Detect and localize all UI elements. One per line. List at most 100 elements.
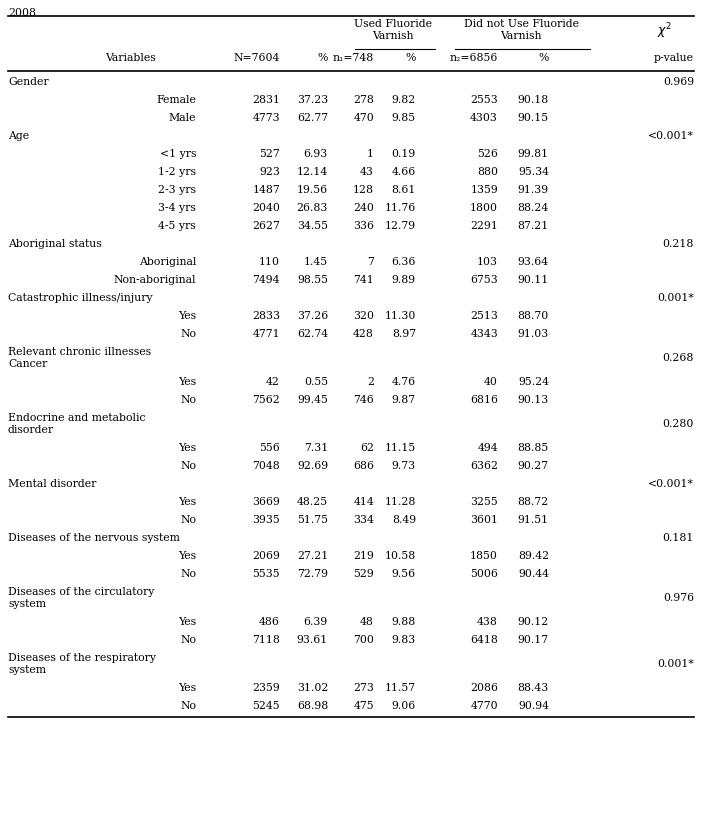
Text: 11.30: 11.30 [385,311,416,321]
Text: 2291: 2291 [470,221,498,231]
Text: 91.03: 91.03 [518,329,549,339]
Text: 128: 128 [353,185,374,195]
Text: 4.76: 4.76 [392,377,416,387]
Text: 90.17: 90.17 [518,635,549,645]
Text: Yes: Yes [178,443,196,453]
Text: Yes: Yes [178,551,196,561]
Text: 95.34: 95.34 [518,167,549,177]
Text: 90.13: 90.13 [518,395,549,405]
Text: 700: 700 [353,635,374,645]
Text: 6753: 6753 [470,275,498,285]
Text: Yes: Yes [178,683,196,693]
Text: Used Fluoride
Varnish: Used Fluoride Varnish [354,19,432,42]
Text: <1 yrs: <1 yrs [159,149,196,159]
Text: Aboriginal: Aboriginal [138,257,196,267]
Text: 19.56: 19.56 [297,185,328,195]
Text: 4770: 4770 [470,701,498,711]
Text: Yes: Yes [178,617,196,627]
Text: 526: 526 [477,149,498,159]
Text: 8.61: 8.61 [392,185,416,195]
Text: 72.79: 72.79 [297,569,328,579]
Text: 1487: 1487 [252,185,280,195]
Text: 8.49: 8.49 [392,515,416,525]
Text: 219: 219 [353,551,374,561]
Text: 7: 7 [367,257,374,267]
Text: 12.79: 12.79 [385,221,416,231]
Text: No: No [180,635,196,645]
Text: 12.14: 12.14 [297,167,328,177]
Text: 92.69: 92.69 [297,461,328,471]
Text: 746: 746 [353,395,374,405]
Text: 5245: 5245 [253,701,280,711]
Text: 91.51: 91.51 [518,515,549,525]
Text: 11.28: 11.28 [385,497,416,507]
Text: 9.73: 9.73 [392,461,416,471]
Text: 90.27: 90.27 [518,461,549,471]
Text: 470: 470 [353,113,374,123]
Text: 88.70: 88.70 [518,311,549,321]
Text: Aboriginal status: Aboriginal status [8,239,102,249]
Text: 1.45: 1.45 [304,257,328,267]
Text: 0.268: 0.268 [663,353,694,363]
Text: 4.66: 4.66 [392,167,416,177]
Text: Yes: Yes [178,311,196,321]
Text: %: % [538,53,549,63]
Text: 4773: 4773 [253,113,280,123]
Text: 2040: 2040 [252,203,280,213]
Text: 0.19: 0.19 [392,149,416,159]
Text: 1850: 1850 [470,551,498,561]
Text: 62.74: 62.74 [297,329,328,339]
Text: 7048: 7048 [252,461,280,471]
Text: 42: 42 [266,377,280,387]
Text: 62.77: 62.77 [297,113,328,123]
Text: 7562: 7562 [252,395,280,405]
Text: 529: 529 [353,569,374,579]
Text: 0.001*: 0.001* [657,659,694,669]
Text: N=7604: N=7604 [234,53,280,63]
Text: 11.76: 11.76 [385,203,416,213]
Text: No: No [180,701,196,711]
Text: 27.21: 27.21 [297,551,328,561]
Text: 9.56: 9.56 [392,569,416,579]
Text: n₂=6856: n₂=6856 [449,53,498,63]
Text: p-value: p-value [654,53,694,63]
Text: Endocrine and metabolic
disorder: Endocrine and metabolic disorder [8,413,145,435]
Text: Diseases of the respiratory
system: Diseases of the respiratory system [8,653,156,675]
Text: 110: 110 [259,257,280,267]
Text: 240: 240 [353,203,374,213]
Text: 99.45: 99.45 [297,395,328,405]
Text: 88.43: 88.43 [518,683,549,693]
Text: 37.26: 37.26 [297,311,328,321]
Text: 93.61: 93.61 [297,635,328,645]
Text: 2833: 2833 [252,311,280,321]
Text: <0.001*: <0.001* [648,479,694,489]
Text: 2831: 2831 [252,95,280,105]
Text: 40: 40 [484,377,498,387]
Text: 9.89: 9.89 [392,275,416,285]
Text: 26.83: 26.83 [297,203,328,213]
Text: 87.21: 87.21 [518,221,549,231]
Text: 5006: 5006 [470,569,498,579]
Text: 2-3 yrs: 2-3 yrs [158,185,196,195]
Text: 103: 103 [477,257,498,267]
Text: 6.39: 6.39 [304,617,328,627]
Text: 6362: 6362 [470,461,498,471]
Text: 475: 475 [353,701,374,711]
Text: 4-5 yrs: 4-5 yrs [158,221,196,231]
Text: No: No [180,461,196,471]
Text: 9.85: 9.85 [392,113,416,123]
Text: Catastrophic illness/injury: Catastrophic illness/injury [8,293,152,303]
Text: 89.42: 89.42 [518,551,549,561]
Text: 428: 428 [353,329,374,339]
Text: 9.83: 9.83 [392,635,416,645]
Text: 880: 880 [477,167,498,177]
Text: 334: 334 [353,515,374,525]
Text: 278: 278 [353,95,374,105]
Text: 2513: 2513 [470,311,498,321]
Text: No: No [180,329,196,339]
Text: 0.218: 0.218 [663,239,694,249]
Text: Gender: Gender [8,77,48,87]
Text: 336: 336 [353,221,374,231]
Text: 2359: 2359 [252,683,280,693]
Text: 11.57: 11.57 [385,683,416,693]
